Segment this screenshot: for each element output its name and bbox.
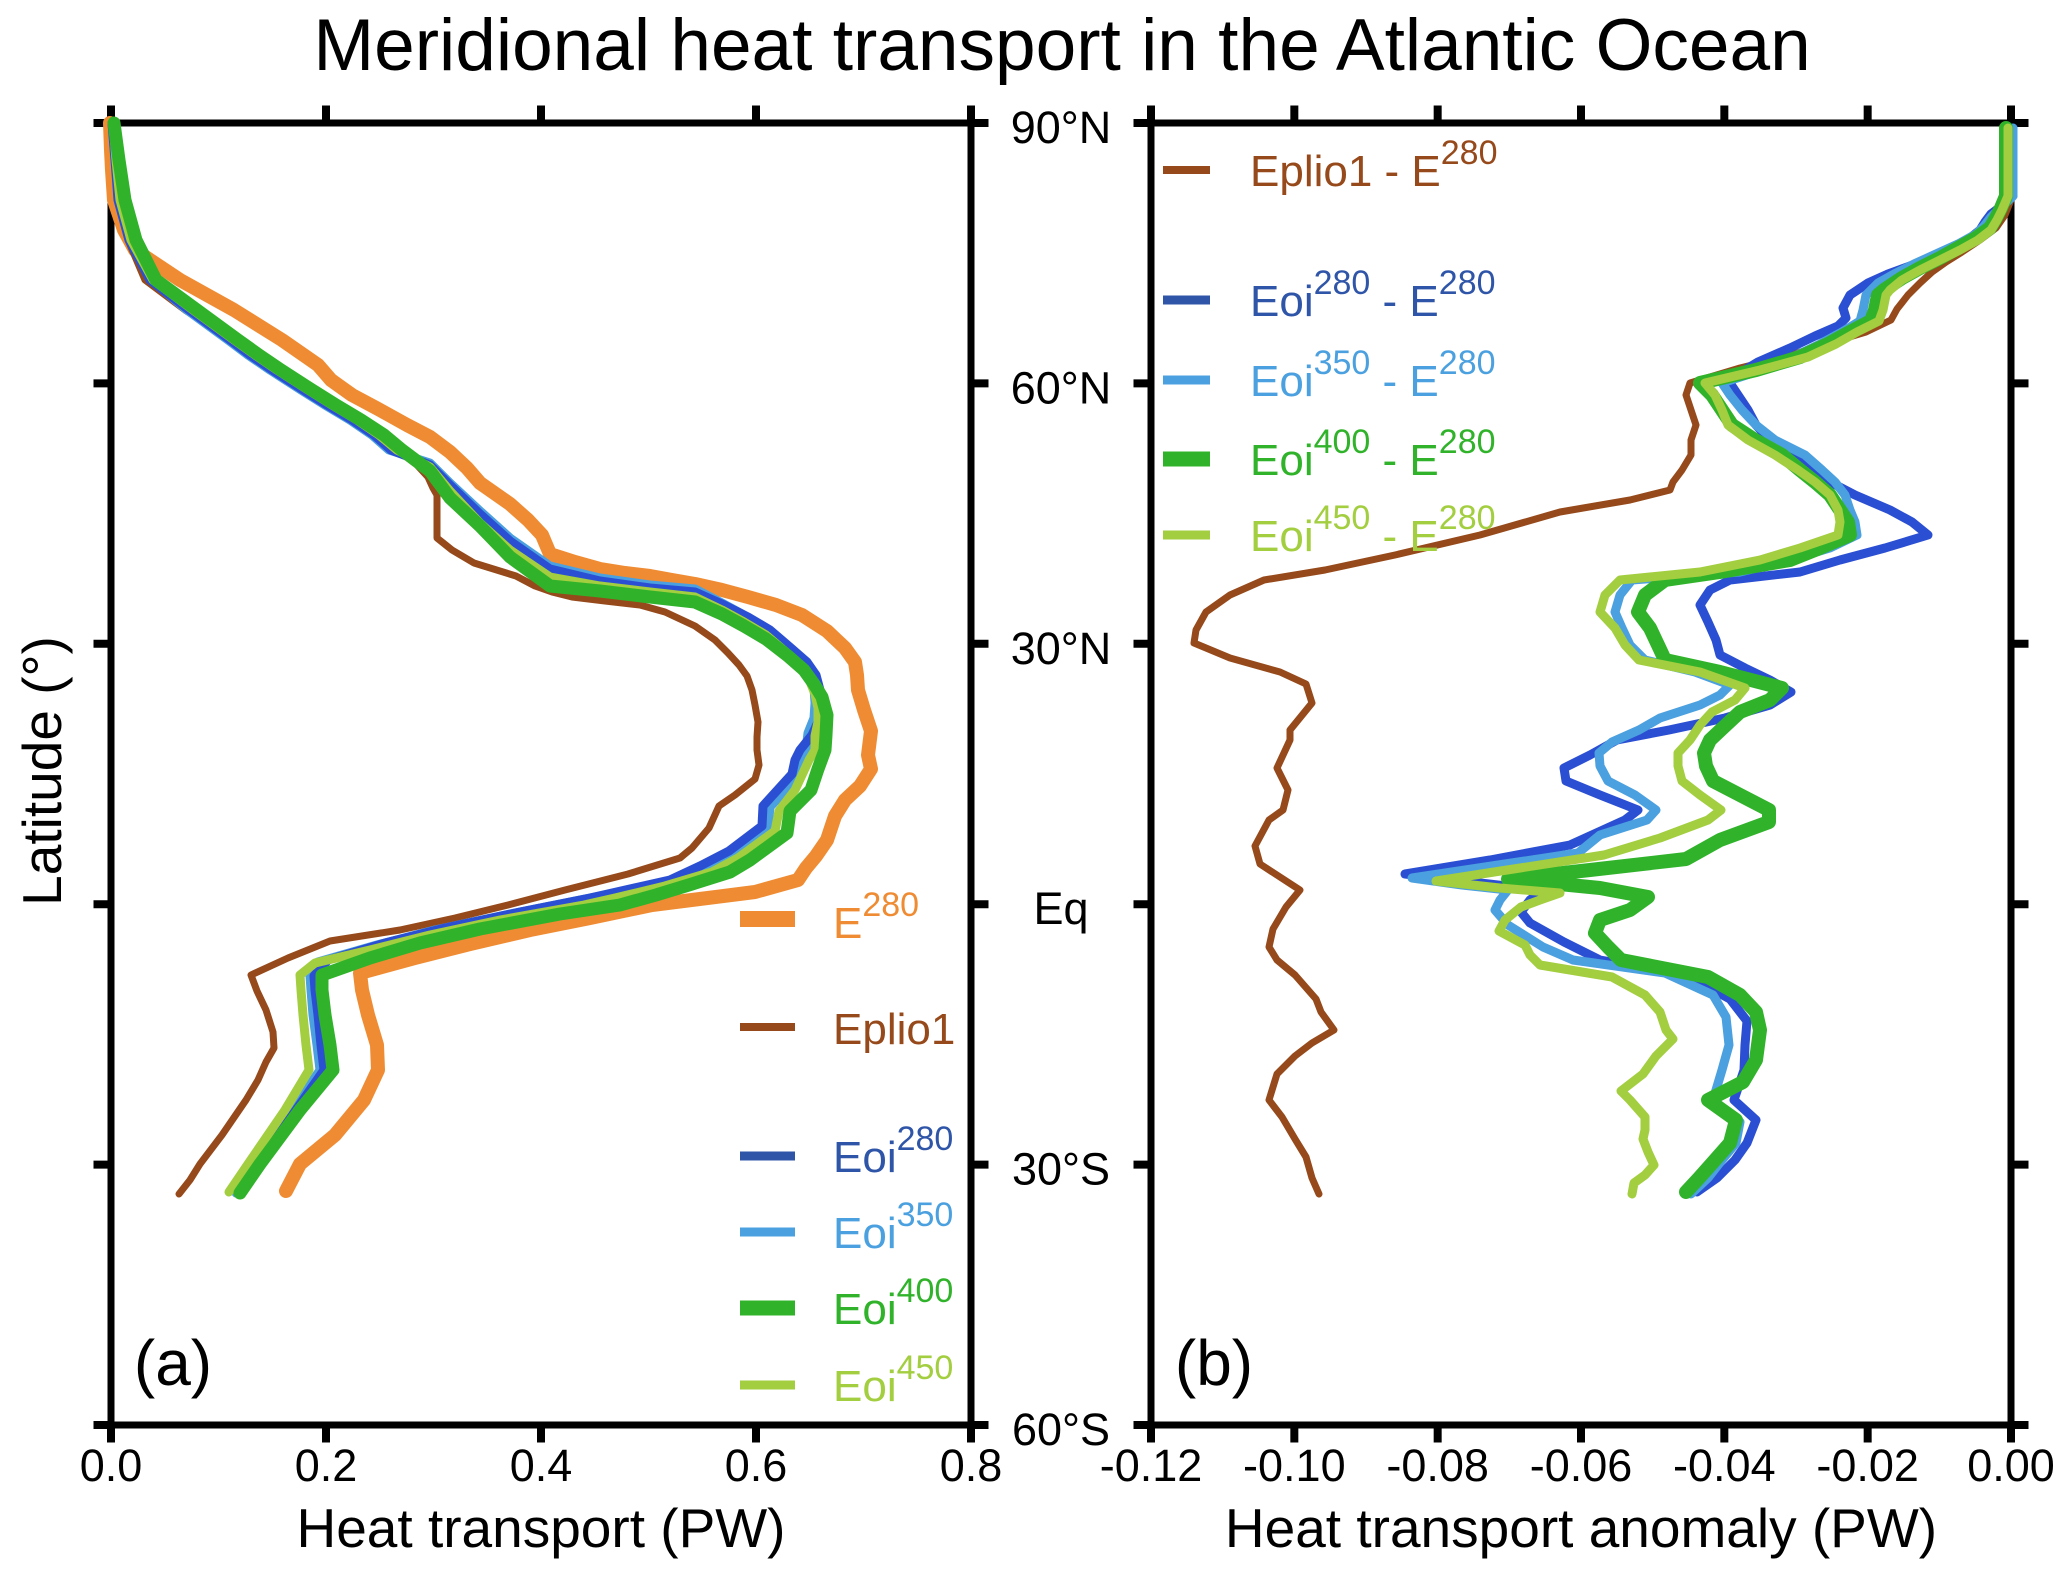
svg-text:30°S: 30°S <box>1012 1144 1110 1195</box>
svg-text:0.6: 0.6 <box>725 1440 788 1491</box>
svg-text:Latitude (°): Latitude (°) <box>11 636 73 906</box>
svg-text:Heat transport anomaly (PW): Heat transport anomaly (PW) <box>1225 1497 1937 1559</box>
svg-text:-0.02: -0.02 <box>1816 1440 1919 1491</box>
svg-text:Eoi400 - E280: Eoi400 - E280 <box>1250 423 1496 485</box>
svg-text:-0.08: -0.08 <box>1386 1440 1489 1491</box>
svg-text:Eoi450: Eoi450 <box>833 1349 953 1411</box>
svg-text:60°N: 60°N <box>1011 362 1112 413</box>
svg-text:-0.12: -0.12 <box>1100 1440 1203 1491</box>
svg-text:0.00: 0.00 <box>1967 1440 2055 1491</box>
svg-text:90°N: 90°N <box>1011 102 1112 153</box>
svg-text:Eoi350 - E280: Eoi350 - E280 <box>1250 344 1496 406</box>
svg-text:(a): (a) <box>134 1327 212 1399</box>
svg-text:E280: E280 <box>833 886 919 948</box>
svg-text:-0.06: -0.06 <box>1530 1440 1633 1491</box>
svg-text:Eoi450 - E280: Eoi450 - E280 <box>1250 499 1496 561</box>
svg-text:Eoi400: Eoi400 <box>833 1272 953 1334</box>
svg-text:Eq: Eq <box>1033 883 1088 934</box>
svg-text:-0.10: -0.10 <box>1243 1440 1346 1491</box>
svg-text:(b): (b) <box>1175 1327 1253 1399</box>
svg-text:0.8: 0.8 <box>940 1440 1003 1491</box>
svg-text:Heat transport (PW): Heat transport (PW) <box>296 1497 785 1559</box>
svg-text:0.4: 0.4 <box>510 1440 573 1491</box>
svg-text:Eplio1 - E280: Eplio1 - E280 <box>1250 134 1498 196</box>
svg-text:0.0: 0.0 <box>80 1440 143 1491</box>
svg-text:30°N: 30°N <box>1011 623 1112 674</box>
svg-text:-0.04: -0.04 <box>1673 1440 1776 1491</box>
svg-text:Eplio1: Eplio1 <box>833 1005 955 1054</box>
svg-text:Eoi350: Eoi350 <box>833 1196 953 1258</box>
svg-text:0.2: 0.2 <box>295 1440 358 1491</box>
svg-text:Meridional heat transport in t: Meridional heat transport in the Atlanti… <box>313 5 1810 86</box>
svg-text:60°S: 60°S <box>1012 1404 1110 1455</box>
svg-text:Eoi280 - E280: Eoi280 - E280 <box>1250 264 1496 326</box>
svg-text:Eoi280: Eoi280 <box>833 1120 953 1182</box>
